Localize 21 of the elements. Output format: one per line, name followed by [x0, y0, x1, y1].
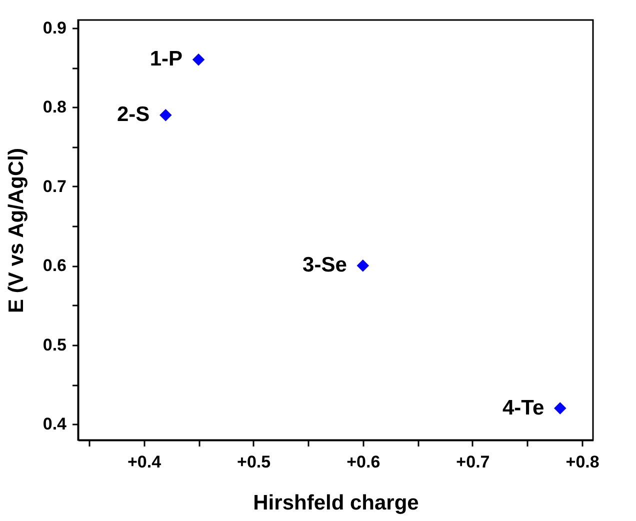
y-tick-label: 0.8 — [42, 98, 66, 117]
x-tick-label: +0.8 — [566, 452, 600, 472]
point — [160, 108, 172, 122]
annotation: 2-S — [116, 103, 150, 126]
x-tick-label: +0.4 — [127, 452, 162, 472]
y-tick-label: 0.4 — [42, 414, 68, 434]
point — [192, 54, 205, 66]
y-axis-title: E (V vs Ag/AgCl) — [4, 148, 28, 313]
y-tick-label: 0.5 — [42, 335, 66, 354]
annotation: 3-Se — [302, 254, 347, 277]
x-tick-label: +0.6 — [346, 452, 380, 472]
annotation: 1-P — [150, 48, 183, 71]
x-axis-title: Hirshfeld charge — [253, 492, 419, 514]
y-tick-label: 0.9 — [42, 18, 66, 38]
point — [356, 260, 370, 272]
x-tick-label: +0.7 — [456, 452, 490, 472]
point — [554, 402, 566, 414]
annotation: 4-Te — [502, 396, 544, 420]
x-tick-label: +0.5 — [237, 452, 271, 472]
y-tick-label: 0.6 — [42, 256, 66, 276]
y-tick-label: 0.7 — [42, 176, 66, 196]
